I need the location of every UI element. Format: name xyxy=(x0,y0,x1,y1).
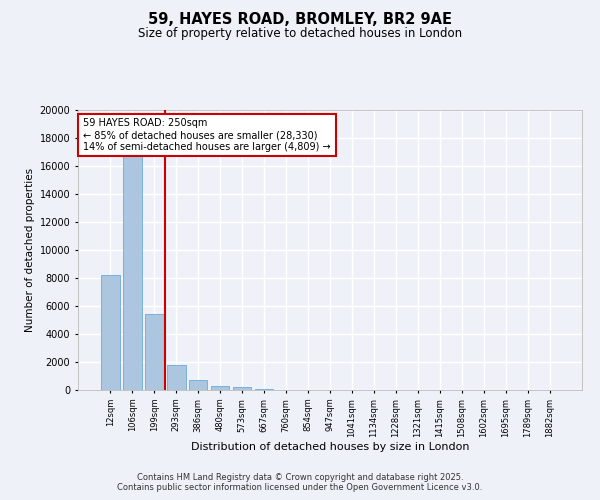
Bar xyxy=(255,388,274,390)
Bar xyxy=(189,380,208,390)
Text: 59 HAYES ROAD: 250sqm
← 85% of detached houses are smaller (28,330)
14% of semi-: 59 HAYES ROAD: 250sqm ← 85% of detached … xyxy=(83,118,331,152)
Bar xyxy=(211,386,229,390)
Y-axis label: Number of detached properties: Number of detached properties xyxy=(25,168,35,332)
Text: Size of property relative to detached houses in London: Size of property relative to detached ho… xyxy=(138,28,462,40)
Bar xyxy=(233,388,251,390)
Text: Contains HM Land Registry data © Crown copyright and database right 2025.
Contai: Contains HM Land Registry data © Crown c… xyxy=(118,473,482,492)
Bar xyxy=(167,365,185,390)
Bar xyxy=(123,156,142,390)
Bar xyxy=(101,275,119,390)
Bar xyxy=(145,314,164,390)
Text: 59, HAYES ROAD, BROMLEY, BR2 9AE: 59, HAYES ROAD, BROMLEY, BR2 9AE xyxy=(148,12,452,28)
X-axis label: Distribution of detached houses by size in London: Distribution of detached houses by size … xyxy=(191,442,469,452)
